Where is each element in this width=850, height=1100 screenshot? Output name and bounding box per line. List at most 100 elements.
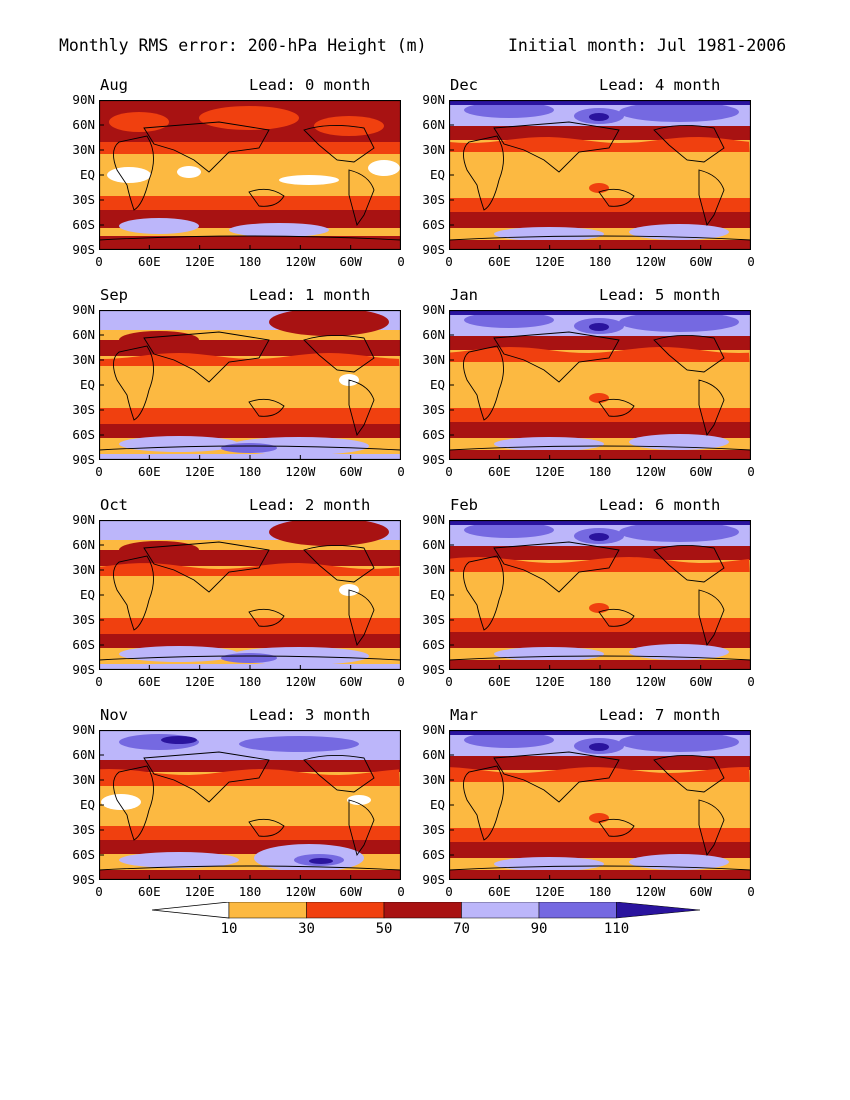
x-tick-label: 120W xyxy=(635,254,666,269)
coastline xyxy=(598,398,635,417)
coastline xyxy=(143,751,270,803)
x-tick-label: 120E xyxy=(534,884,565,899)
x-tick-label: 60E xyxy=(488,254,511,269)
panel-lead-label: Lead: 1 month xyxy=(249,286,371,304)
colorbar-segment xyxy=(383,902,462,919)
y-tick-label: 30N xyxy=(422,142,445,157)
x-tick-label: 0 xyxy=(747,674,755,689)
panel-month-label: Jan xyxy=(450,286,478,304)
panel-lead-label: Lead: 4 month xyxy=(599,76,721,94)
y-tick-label: 90S xyxy=(72,242,95,257)
coastline xyxy=(248,188,285,207)
north-darkred-band xyxy=(449,126,751,140)
y-tick-label: 90S xyxy=(422,872,445,887)
field-blob xyxy=(221,443,277,453)
y-tick-label: 60S xyxy=(422,217,445,232)
north-darkred-band xyxy=(99,760,401,772)
y-tick-label: 30N xyxy=(72,562,95,577)
coastline xyxy=(463,135,504,211)
y-tick-label: 30N xyxy=(72,352,95,367)
x-tick-label: 120W xyxy=(635,674,666,689)
north-darkred-band xyxy=(99,550,401,566)
x-tick-label: 120E xyxy=(184,884,215,899)
x-tick-label: 180 xyxy=(238,464,262,479)
coastline xyxy=(463,765,504,841)
field-blob xyxy=(119,218,199,234)
north-pole-band xyxy=(449,730,751,735)
colorbar-segment xyxy=(228,902,307,919)
coastline xyxy=(303,545,375,583)
south-darkred-band xyxy=(99,424,401,438)
coastline xyxy=(113,345,154,421)
coastline xyxy=(698,169,725,227)
coastline xyxy=(493,541,620,593)
field-blob xyxy=(221,653,277,663)
colorbar-segment xyxy=(538,902,617,919)
field-blob xyxy=(464,522,554,538)
coastline xyxy=(348,589,375,647)
y-tick-label: 90S xyxy=(72,452,95,467)
panel-lead-label: Lead: 5 month xyxy=(599,286,721,304)
y-tick-label: 90S xyxy=(72,872,95,887)
y-tick-label: 30N xyxy=(72,772,95,787)
coastline xyxy=(113,765,154,841)
y-tick-label: 60S xyxy=(422,847,445,862)
coastline xyxy=(303,755,375,793)
x-tick-label: 120W xyxy=(285,674,316,689)
tropical-band xyxy=(99,576,401,618)
field-blob xyxy=(494,647,604,661)
y-tick-label: 30S xyxy=(422,612,445,627)
north-darkred-band xyxy=(99,340,401,356)
y-tick-label: 30S xyxy=(72,402,95,417)
x-tick-label: 0 xyxy=(445,464,453,479)
coastline xyxy=(348,799,375,857)
x-tick-label: 0 xyxy=(397,674,405,689)
coastline xyxy=(99,445,401,451)
south-red-band xyxy=(99,618,401,634)
rms-field xyxy=(449,520,751,670)
y-tick-label: EQ xyxy=(429,377,445,392)
y-tick-label: 90N xyxy=(72,92,95,107)
coastline xyxy=(653,125,725,163)
x-tick-label: 60E xyxy=(138,674,161,689)
y-tick-label: 60N xyxy=(422,747,445,762)
y-tick-label: 60S xyxy=(72,637,95,652)
coastline xyxy=(248,608,285,627)
y-tick-label: 30N xyxy=(72,142,95,157)
field-blob xyxy=(589,813,609,823)
x-tick-label: 60W xyxy=(689,674,712,689)
rms-field xyxy=(449,730,751,880)
map-panel xyxy=(449,100,751,250)
colorbar-label: 10 xyxy=(220,921,238,937)
x-tick-label: 180 xyxy=(238,674,262,689)
panel-month-label: Aug xyxy=(100,76,128,94)
south-red-band xyxy=(99,408,401,424)
y-tick-label: 30N xyxy=(422,772,445,787)
initial-month-title: Initial month: Jul 1981-2006 xyxy=(508,36,787,55)
north-pole-band xyxy=(449,100,751,105)
figure-title: Monthly RMS error: 200-hPa Height (m) xyxy=(59,36,427,55)
y-tick-label: 60S xyxy=(422,637,445,652)
rms-field xyxy=(99,730,401,880)
colorbar-label: 110 xyxy=(603,921,630,937)
x-tick-label: 120E xyxy=(534,674,565,689)
field-blob xyxy=(619,732,739,752)
south-darkred-band xyxy=(449,842,751,858)
x-tick-label: 180 xyxy=(588,674,612,689)
y-tick-label: EQ xyxy=(79,587,95,602)
field-blob xyxy=(368,160,400,176)
coastline xyxy=(653,545,725,583)
y-tick-label: 60N xyxy=(72,537,95,552)
colorbar xyxy=(152,902,701,919)
x-tick-label: 0 xyxy=(95,464,103,479)
panel-lead-label: Lead: 2 month xyxy=(249,496,371,514)
colorbar-label: 70 xyxy=(453,921,470,937)
map-panel xyxy=(99,310,401,460)
rms-field xyxy=(449,100,751,250)
y-tick-label: 90N xyxy=(72,302,95,317)
x-tick-label: 60W xyxy=(689,254,712,269)
north-mid-band xyxy=(99,142,401,154)
colorbar-low-arrow xyxy=(152,902,230,919)
field-blob xyxy=(589,183,609,193)
